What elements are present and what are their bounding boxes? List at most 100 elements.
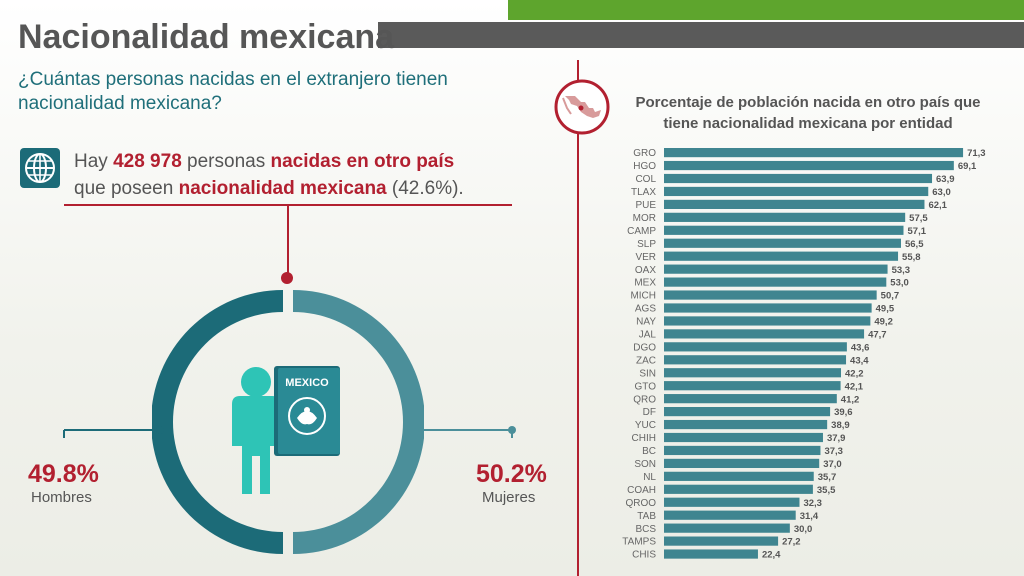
bar-camp <box>664 225 904 235</box>
bar-tlax <box>664 186 929 197</box>
value-label: 22,4 <box>762 550 781 561</box>
category-label: TLAX <box>631 187 656 198</box>
value-label: 53,0 <box>890 278 909 289</box>
stat-line2-pre: que poseen <box>74 178 179 199</box>
bar-mor <box>664 212 906 222</box>
mexico-map-icon <box>554 79 610 135</box>
bar-gro <box>664 148 964 158</box>
category-label: CAMP <box>627 226 656 237</box>
category-label: GRO <box>633 148 656 159</box>
page-subtitle: ¿Cuántas personas nacidas en el extranje… <box>18 69 448 114</box>
category-label: HGO <box>633 161 656 172</box>
category-label: MEX <box>634 278 656 289</box>
stat-count: 428 978 <box>113 151 182 172</box>
value-label: 27,2 <box>782 537 801 548</box>
value-label: 57,5 <box>909 213 928 224</box>
connector-line <box>287 206 289 276</box>
bar-tab <box>664 510 796 520</box>
bar-son <box>664 458 820 468</box>
category-label: YUC <box>635 420 656 431</box>
category-label: QRO <box>633 394 656 405</box>
person-icon <box>232 367 280 494</box>
value-label: 42,2 <box>845 368 864 379</box>
globe-icon <box>20 148 60 188</box>
value-label: 62,1 <box>928 200 947 211</box>
value-label: 56,5 <box>905 239 924 250</box>
passport-icon: MEXICO <box>274 366 340 456</box>
bar-nay <box>664 316 871 326</box>
hombres-label: Hombres <box>31 489 92 506</box>
value-label: 50,7 <box>881 291 900 302</box>
value-label: 43,6 <box>851 342 870 353</box>
bar-bc <box>664 445 821 456</box>
value-label: 37,9 <box>827 433 846 444</box>
bar-zac <box>664 355 847 365</box>
category-label: JAL <box>639 330 657 341</box>
bar-col <box>664 173 933 184</box>
title-accent-bar <box>378 22 1024 48</box>
value-label: 35,7 <box>818 472 837 483</box>
bar-pue <box>664 199 925 209</box>
value-label: 53,3 <box>892 265 911 276</box>
category-label: AGS <box>635 304 656 315</box>
value-label: 43,4 <box>850 355 869 366</box>
bar-coah <box>664 484 813 494</box>
stat-born: nacidas en otro país <box>270 151 455 172</box>
category-label: PUE <box>635 200 656 211</box>
value-label: 31,4 <box>800 511 819 522</box>
stat-mid: personas <box>181 151 271 172</box>
category-label: COAH <box>627 485 656 496</box>
category-label: TAMPS <box>622 537 656 548</box>
hombres-percent: 49.8% <box>28 460 99 488</box>
bar-yuc <box>664 419 828 430</box>
category-label: GTO <box>635 381 657 392</box>
stat-pct: (42.6%). <box>386 178 464 199</box>
stat-underline <box>64 204 512 206</box>
category-label: CHIS <box>632 550 656 561</box>
bar-slp <box>664 238 901 248</box>
value-label: 47,7 <box>868 330 887 341</box>
value-label: 55,8 <box>902 252 921 263</box>
value-label: 63,9 <box>936 174 955 185</box>
bar-df <box>664 407 831 417</box>
bar-sin <box>664 368 842 378</box>
category-label: MOR <box>633 213 656 224</box>
category-label: ZAC <box>636 355 656 366</box>
value-label: 32,3 <box>803 498 822 509</box>
gender-donut-chart: MEXICO <box>152 290 424 554</box>
connector-dot <box>281 272 293 284</box>
category-label: COL <box>635 174 656 185</box>
bar-qroo <box>664 497 800 507</box>
donut-slice-mujeres <box>293 290 424 554</box>
state-bar-chart: GRO 71,3 HGO 69,1 COL 63,9 TLAX 63,0 PUE 62,1 MOR 5… <box>622 148 986 561</box>
value-label: 37,3 <box>824 446 843 457</box>
bar-nl <box>664 471 814 481</box>
bar-tamps <box>664 536 779 546</box>
value-label: 49,2 <box>874 317 893 328</box>
value-label: 49,5 <box>876 304 895 315</box>
value-label: 71,3 <box>967 148 986 159</box>
value-label: 38,9 <box>831 420 850 431</box>
panel-divider-line <box>577 60 579 576</box>
category-label: CHIH <box>632 433 656 444</box>
category-label: QROO <box>625 498 656 509</box>
bar-dgo <box>664 342 847 352</box>
value-label: 42,1 <box>845 381 864 392</box>
bar-ver <box>664 251 899 261</box>
stat-text: Hay 428 978 personas nacidas en otro paí… <box>74 148 534 202</box>
bar-bcs <box>664 523 790 533</box>
hombres-connector <box>63 426 164 438</box>
bar-chih <box>664 432 823 443</box>
category-label: NL <box>643 472 656 483</box>
value-label: 35,5 <box>817 485 836 496</box>
bar-chis <box>664 549 758 559</box>
bar-hgo <box>664 160 954 171</box>
value-label: 69,1 <box>958 161 977 172</box>
category-label: BCS <box>635 524 656 535</box>
value-label: 63,0 <box>932 187 951 198</box>
bar-jal <box>664 329 865 339</box>
category-label: SLP <box>637 239 656 250</box>
bar-gto <box>664 381 841 391</box>
mujeres-label: Mujeres <box>482 489 536 506</box>
bar-ags <box>664 303 872 313</box>
